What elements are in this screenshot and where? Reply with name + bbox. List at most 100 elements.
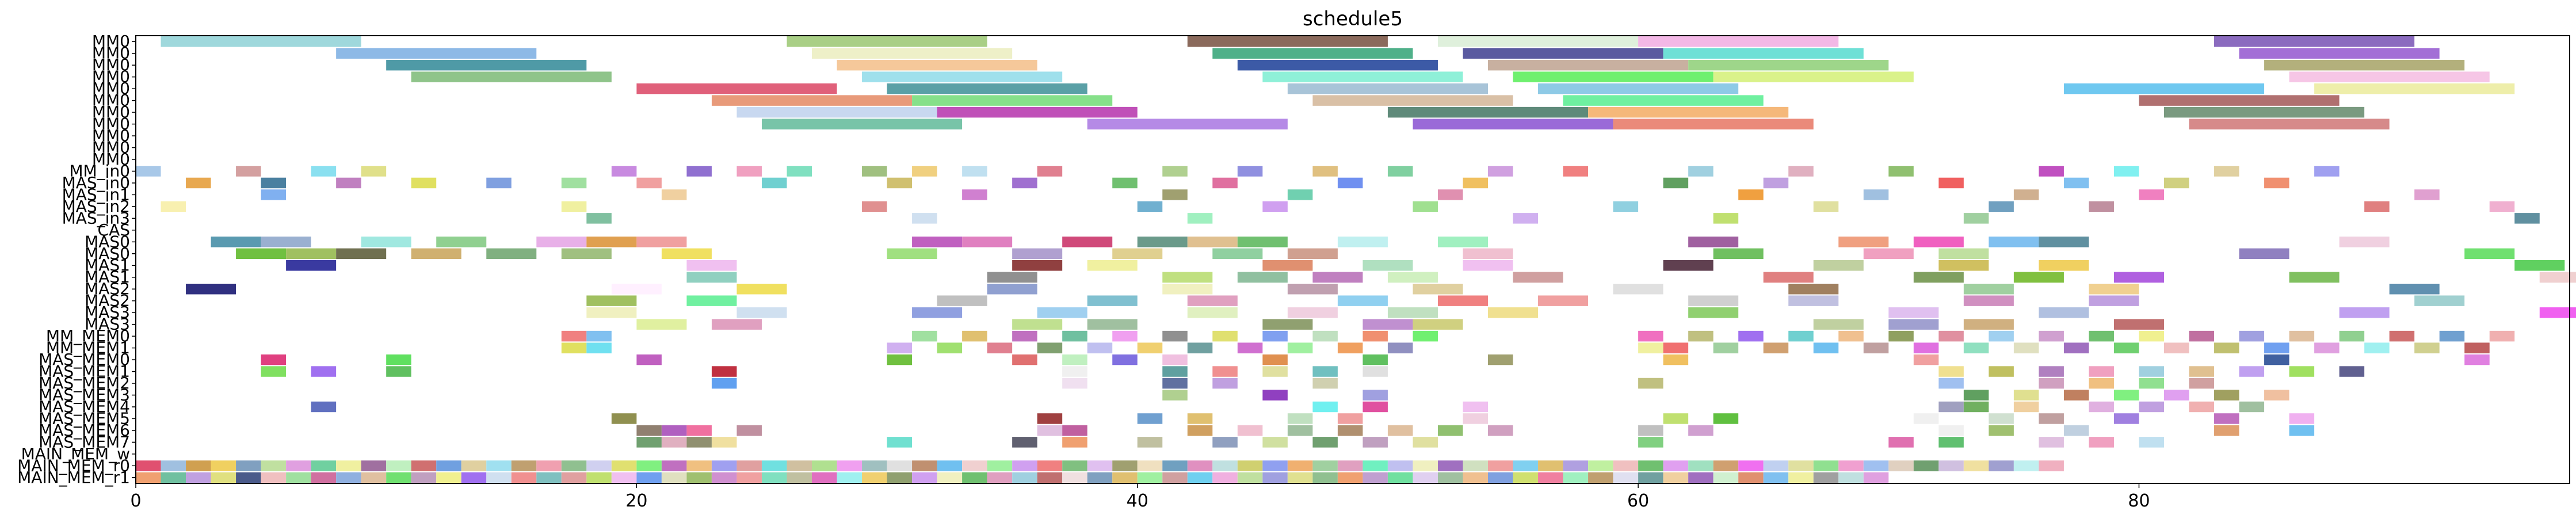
task-bar <box>2013 390 2039 401</box>
task-bar <box>2214 390 2239 401</box>
task-bar <box>837 460 863 471</box>
task-bar <box>987 472 1013 483</box>
task-bar <box>661 460 687 471</box>
task-bar <box>1838 237 1889 247</box>
task-bar <box>1337 472 1363 483</box>
task-bar <box>1162 166 1188 177</box>
task-bar <box>1262 437 1288 448</box>
task-bar <box>1989 237 2039 247</box>
task-bar <box>186 177 211 189</box>
task-bar <box>311 366 337 377</box>
task-bar <box>2464 342 2490 353</box>
task-bar <box>912 472 937 483</box>
task-bar <box>2214 425 2239 436</box>
task-bar <box>1963 295 2014 306</box>
task-bar <box>2514 213 2540 224</box>
task-bar <box>887 354 913 365</box>
task-bar <box>1062 437 1087 448</box>
task-bar <box>286 460 311 471</box>
task-bar <box>1312 401 1338 413</box>
task-bar <box>1888 307 1939 318</box>
task-bar <box>2113 390 2139 401</box>
task-bar <box>887 342 913 353</box>
task-bar <box>1588 460 1613 471</box>
task-bar <box>1387 342 1413 353</box>
task-bar <box>1838 330 1864 342</box>
task-bar <box>1387 460 1413 471</box>
task-bar <box>1688 59 1889 71</box>
task-bar <box>2414 189 2440 200</box>
task-bar <box>962 189 987 200</box>
task-bar <box>1488 460 1513 471</box>
task-bar <box>1387 166 1413 177</box>
y-lane-label: MM0 <box>92 91 130 110</box>
task-bar <box>1663 48 1864 59</box>
task-bar <box>1237 237 1288 247</box>
task-bar <box>1387 106 1589 118</box>
task-bar <box>1713 460 1739 471</box>
task-bar <box>711 472 737 483</box>
task-bar <box>1413 437 1438 448</box>
task-bar <box>1763 460 1789 471</box>
task-bar <box>2139 330 2164 342</box>
y-lane-label: CAS <box>98 220 130 239</box>
task-bar <box>336 248 387 259</box>
task-bar <box>912 95 1113 106</box>
task-bar <box>1713 248 1764 259</box>
task-bar <box>261 460 287 471</box>
task-bar <box>1563 460 1589 471</box>
task-bar <box>987 272 1037 283</box>
task-bar <box>711 437 737 448</box>
task-bar <box>1888 330 1914 342</box>
task-bar <box>1262 319 1313 330</box>
task-bar <box>2139 366 2164 377</box>
task-bar <box>1062 460 1087 471</box>
task-bar <box>1963 283 2014 295</box>
task-bar <box>962 472 987 483</box>
task-bars <box>136 36 2576 483</box>
task-bar <box>1312 437 1338 448</box>
task-bar <box>1112 248 1163 259</box>
task-bar <box>736 472 762 483</box>
task-bar <box>887 437 913 448</box>
task-bar <box>1312 378 1338 389</box>
task-bar <box>1638 330 1663 342</box>
task-bar <box>1938 366 1964 377</box>
task-bar <box>887 472 913 483</box>
task-bar <box>1312 472 1338 483</box>
task-bar <box>962 237 1013 247</box>
y-lane-label: MM0 <box>92 32 130 51</box>
y-lane-label: MM0 <box>92 126 130 145</box>
task-bar <box>636 472 662 483</box>
task-bar <box>611 472 637 483</box>
task-bar <box>336 177 361 189</box>
task-bar <box>1012 330 1037 342</box>
task-bar <box>2113 413 2139 424</box>
task-bar <box>2264 342 2289 353</box>
task-bar <box>411 472 437 483</box>
task-bar <box>1012 354 1037 365</box>
task-bar <box>636 425 662 436</box>
task-bar <box>1638 437 1663 448</box>
task-bar <box>1463 248 1513 259</box>
task-bar <box>1963 319 2014 330</box>
task-bar <box>1287 83 1488 94</box>
task-bar <box>1913 272 1964 283</box>
task-bar <box>686 295 737 306</box>
task-bar <box>1488 166 1513 177</box>
task-bar <box>1813 201 1839 212</box>
task-bar <box>1187 237 1238 247</box>
task-bar <box>711 319 762 330</box>
task-bar <box>1989 460 2014 471</box>
y-lane-label: MAS1 <box>85 256 130 275</box>
task-bar <box>1963 342 1989 353</box>
task-bar <box>2339 307 2390 318</box>
task-bar <box>2039 237 2089 247</box>
task-bar <box>2289 330 2315 342</box>
task-bar <box>1613 472 1639 483</box>
task-bar <box>1363 401 1388 413</box>
task-bar <box>1012 177 1037 189</box>
task-bar <box>1237 166 1263 177</box>
task-bar <box>1813 319 1864 330</box>
task-bar <box>1437 189 1463 200</box>
